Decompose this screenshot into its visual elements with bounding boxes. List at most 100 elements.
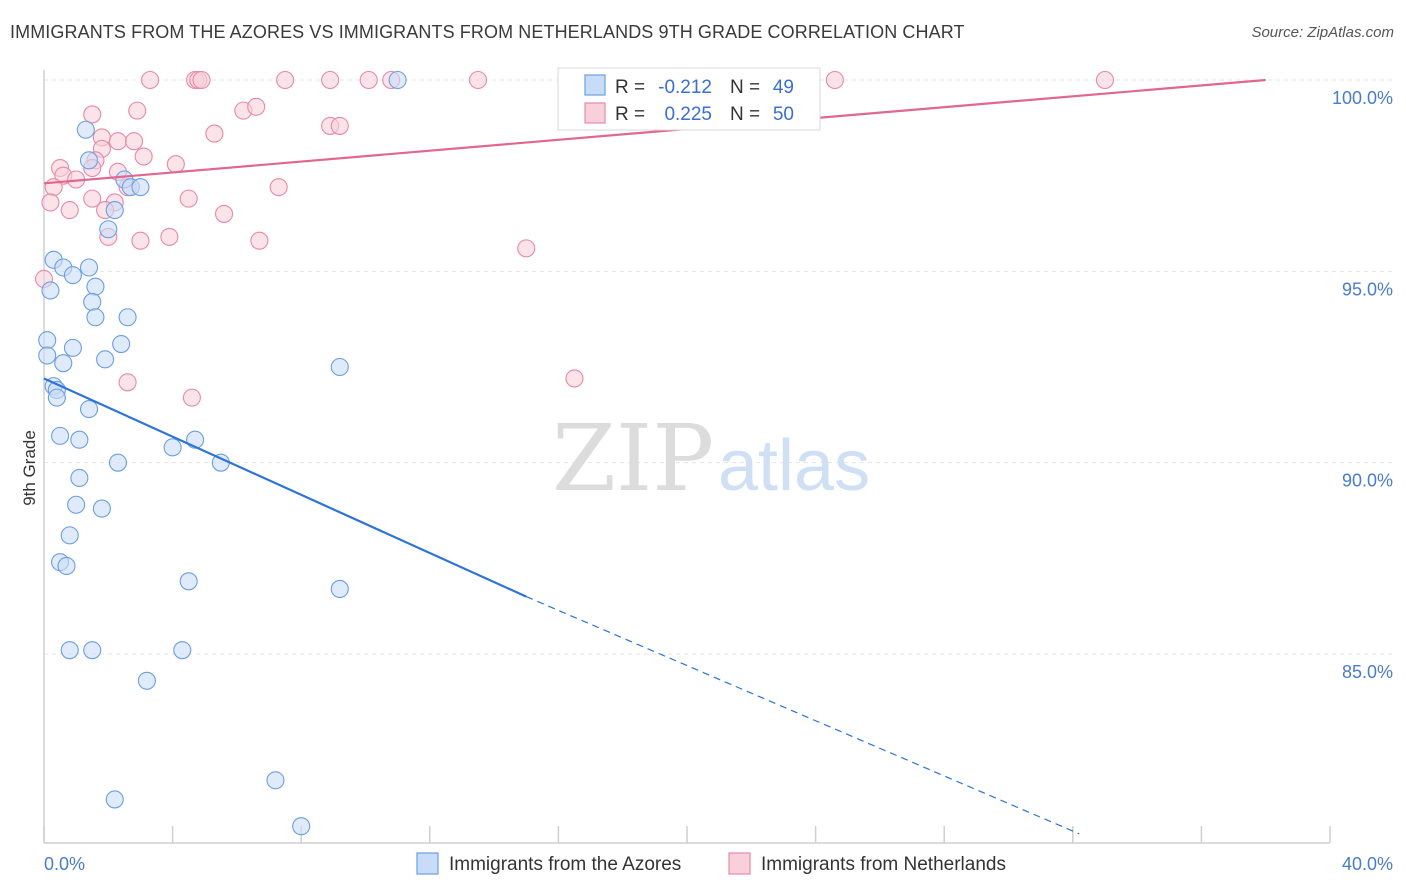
legend-r-label-netherlands: R = (615, 104, 645, 125)
azores-point (99, 220, 118, 239)
legend-n-label-netherlands: N = (730, 104, 760, 125)
azores-point (57, 556, 76, 576)
netherlands-point (83, 105, 102, 124)
netherlands-point (118, 373, 137, 392)
netherlands-point (269, 178, 288, 197)
netherlands-point (359, 70, 378, 90)
legend-r-label-azores: R = (615, 77, 645, 98)
azores-point (79, 258, 99, 277)
correlation-legend: R = -0.212 N = 49 R = 0.225 N = 50 (557, 67, 821, 131)
azores-point (179, 572, 198, 591)
netherlands-trend-line (43, 78, 1266, 185)
azores-point (173, 641, 192, 660)
netherlands-point (134, 147, 153, 166)
azores-point (92, 499, 111, 518)
netherlands-point (250, 231, 269, 250)
azores-point (83, 292, 102, 311)
azores-point (112, 334, 131, 354)
netherlands-points (34, 70, 1114, 407)
azores-point (330, 357, 349, 377)
azores-point (47, 388, 66, 407)
netherlands-point (60, 201, 79, 220)
netherlands-point (108, 132, 127, 151)
netherlands-point (182, 388, 201, 407)
azores-point (266, 771, 285, 790)
azores-point (83, 641, 102, 660)
azores-point (79, 151, 99, 170)
y-tick-label: 85.0% (1342, 662, 1393, 682)
series-legend: Immigrants from the Azores Immigrants fr… (416, 852, 1006, 875)
netherlands-point (160, 227, 179, 246)
netherlands-point (205, 124, 224, 143)
azores-point (38, 331, 57, 350)
netherlands-point (83, 189, 102, 208)
netherlands-point (128, 101, 147, 120)
azores-point (86, 308, 105, 327)
azores-point (86, 277, 105, 296)
azores-trend-extension (526, 596, 1080, 835)
azores-point (388, 70, 407, 90)
y-tick-label: 100.0% (1332, 88, 1393, 108)
azores-point (51, 426, 70, 445)
azores-point (108, 453, 127, 472)
netherlands-point (192, 70, 211, 90)
y-tick-label: 90.0% (1342, 471, 1393, 491)
azores-point (105, 201, 124, 220)
bottom-legend-label-azores: Immigrants from the Azores (449, 854, 681, 875)
netherlands-point (179, 189, 198, 208)
azores-point (292, 817, 311, 836)
azores-point (105, 790, 124, 809)
azores-point (96, 350, 115, 369)
y-axis-title: 9th Grade (20, 430, 39, 506)
watermark-atlas: atlas (718, 426, 870, 506)
netherlands-point (166, 155, 185, 174)
legend-n-label-azores: N = (730, 77, 760, 98)
netherlands-point (825, 70, 844, 90)
netherlands-point (124, 132, 144, 151)
legend-n-value-azores: 49 (773, 77, 794, 98)
netherlands-point (330, 116, 349, 135)
azores-point (60, 526, 79, 545)
y-tick-label: 95.0% (1342, 279, 1393, 299)
netherlands-point (517, 239, 536, 258)
azores-point (76, 120, 95, 139)
azores-point (41, 281, 60, 300)
netherlands-point (276, 70, 295, 90)
azores-point (118, 308, 137, 327)
netherlands-point (321, 70, 340, 90)
azores-point (79, 400, 99, 419)
legend-swatch-netherlands (584, 102, 606, 124)
netherlands-point (1095, 70, 1114, 90)
netherlands-point (565, 369, 584, 388)
azores-point (70, 430, 89, 449)
azores-point (137, 671, 156, 690)
azores-point (54, 354, 73, 373)
azores-point (38, 346, 57, 365)
azores-points (38, 70, 407, 836)
legend-n-value-netherlands: 50 (773, 104, 794, 125)
azores-point (330, 579, 349, 598)
netherlands-point (468, 70, 488, 90)
azores-point (67, 495, 86, 514)
netherlands-point (247, 97, 266, 116)
azores-trend-line (43, 377, 527, 598)
azores-point (163, 438, 182, 457)
bottom-legend-swatch-netherlands (728, 852, 751, 875)
y-tick-labels: 85.0% 90.0% 95.0% 100.0% (1332, 88, 1393, 682)
watermark-zip: ZIP (552, 405, 714, 512)
netherlands-point (141, 70, 160, 90)
source-credit: Source: ZipAtlas.com (1251, 24, 1394, 41)
netherlands-point (214, 204, 234, 223)
legend-r-value-netherlands: 0.225 (664, 104, 712, 125)
x-tick-max: 40.0% (1342, 854, 1393, 874)
azores-point (131, 178, 150, 197)
trend-lines (43, 78, 1266, 835)
bottom-legend-label-netherlands: Immigrants from Netherlands (761, 854, 1006, 875)
watermark: ZIP atlas (552, 405, 870, 512)
azores-point (63, 266, 82, 285)
legend-swatch-azores (584, 74, 606, 96)
netherlands-point (41, 193, 60, 212)
bottom-legend-swatch-azores (416, 852, 439, 875)
azores-point (70, 468, 89, 488)
